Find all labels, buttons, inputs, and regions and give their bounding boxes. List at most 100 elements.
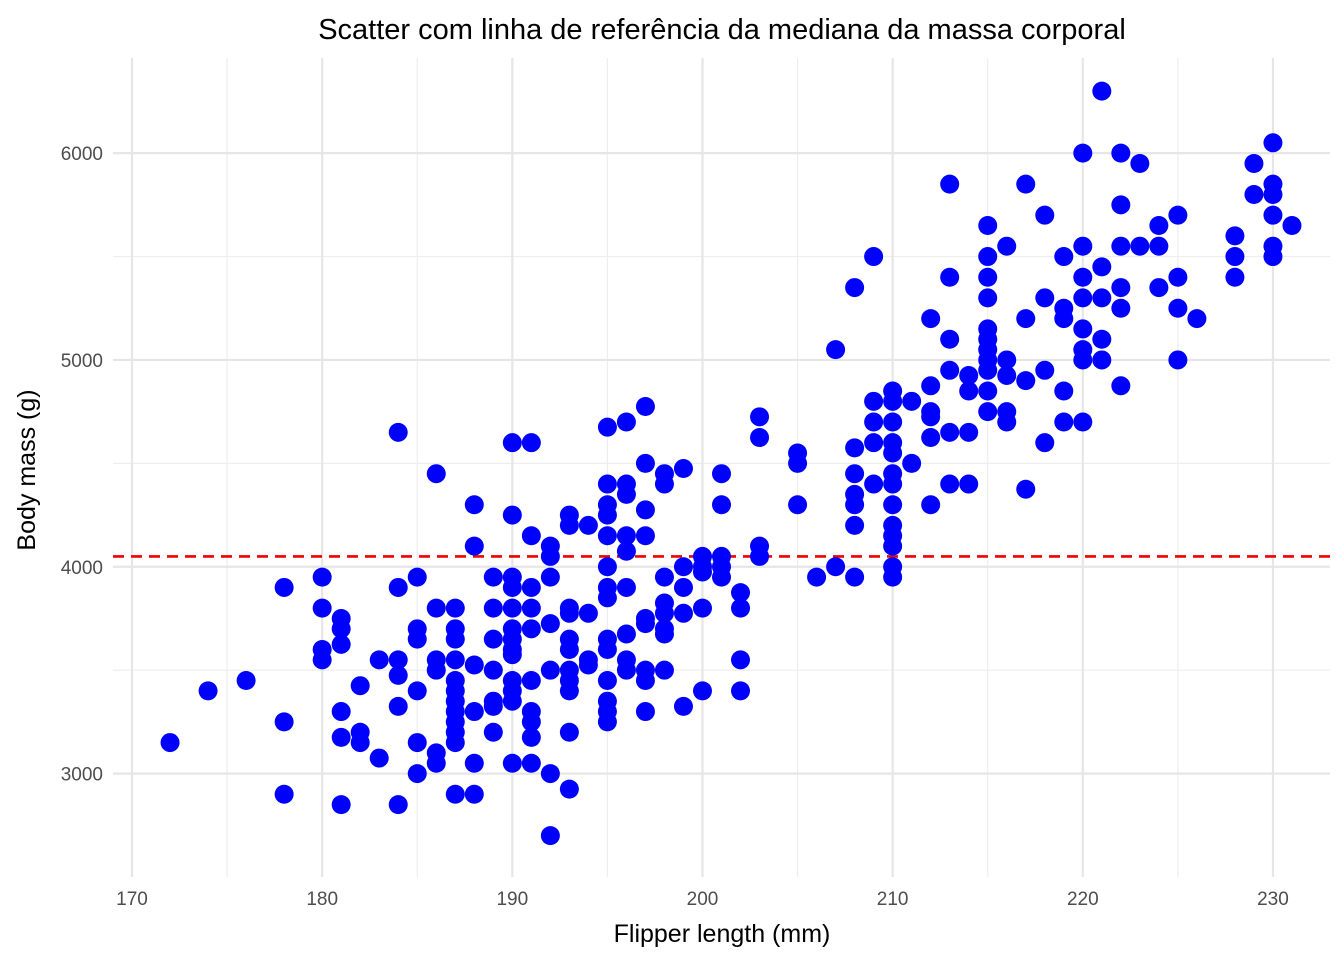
data-point xyxy=(750,546,770,566)
data-point xyxy=(883,412,903,432)
data-point xyxy=(483,567,503,587)
data-point xyxy=(521,671,541,691)
data-point xyxy=(445,784,465,804)
data-point xyxy=(673,696,693,716)
data-point xyxy=(978,247,998,267)
y-tick-label: 5000 xyxy=(61,351,103,372)
data-point xyxy=(1016,479,1036,499)
data-point xyxy=(864,391,884,411)
data-point xyxy=(1244,153,1264,173)
data-point xyxy=(407,733,427,753)
data-point xyxy=(331,702,351,722)
x-tick-label: 200 xyxy=(687,889,719,910)
data-point xyxy=(1263,185,1283,204)
data-point xyxy=(331,795,351,815)
data-point xyxy=(731,598,751,618)
data-point xyxy=(1168,267,1188,287)
data-point xyxy=(426,598,446,618)
data-point xyxy=(597,505,617,525)
data-point xyxy=(635,614,655,634)
data-point xyxy=(407,764,427,784)
data-point xyxy=(1187,309,1207,329)
data-point xyxy=(597,671,617,691)
data-point xyxy=(978,360,998,380)
data-point xyxy=(597,526,617,546)
data-point xyxy=(1054,412,1074,432)
x-axis-tick-labels: 170 180 190 200 210 220 230 xyxy=(116,889,1289,910)
data-point xyxy=(464,536,484,556)
data-point xyxy=(521,753,541,773)
data-point xyxy=(1130,153,1150,173)
data-point xyxy=(274,784,294,804)
data-point xyxy=(978,402,998,422)
data-point xyxy=(540,546,560,566)
y-tick-label: 4000 xyxy=(61,558,103,579)
data-point xyxy=(1035,433,1055,453)
data-point xyxy=(731,681,751,701)
data-point xyxy=(1073,350,1093,370)
data-point xyxy=(597,557,617,577)
data-point xyxy=(807,567,827,587)
data-point xyxy=(1092,350,1112,370)
data-point xyxy=(826,557,846,577)
data-point xyxy=(502,433,522,453)
data-point xyxy=(502,598,522,618)
data-point xyxy=(388,650,408,670)
data-point xyxy=(1168,298,1188,318)
data-point xyxy=(978,288,998,308)
data-point xyxy=(616,660,636,680)
data-point xyxy=(902,391,922,411)
data-point xyxy=(502,577,522,597)
data-point xyxy=(1149,236,1169,256)
data-point xyxy=(673,459,693,479)
data-point xyxy=(921,309,941,329)
x-tick-label: 170 xyxy=(116,889,148,910)
data-point xyxy=(445,598,465,618)
data-point xyxy=(1263,247,1283,267)
data-point xyxy=(845,438,865,458)
x-tick-label: 210 xyxy=(877,889,909,910)
data-point xyxy=(654,603,674,623)
data-point xyxy=(445,650,465,670)
data-point xyxy=(940,329,960,349)
data-point xyxy=(654,474,674,494)
data-point xyxy=(274,712,294,732)
data-point xyxy=(959,381,979,401)
data-point xyxy=(331,634,351,654)
data-point xyxy=(236,671,256,691)
y-axis-title: Body mass (g) xyxy=(13,389,41,550)
data-point xyxy=(1092,81,1112,101)
data-point xyxy=(1282,216,1302,236)
data-point xyxy=(883,474,903,494)
data-point xyxy=(673,557,693,577)
data-point xyxy=(1111,143,1131,163)
data-point xyxy=(1016,371,1036,391)
data-point xyxy=(388,665,408,685)
data-point xyxy=(1225,226,1245,246)
x-tick-label: 220 xyxy=(1067,889,1099,910)
data-point xyxy=(940,267,960,287)
data-point xyxy=(978,216,998,236)
data-point xyxy=(997,236,1017,256)
data-point xyxy=(635,526,655,546)
data-point xyxy=(692,562,712,582)
data-point xyxy=(654,624,674,644)
data-point xyxy=(1263,133,1283,153)
data-point xyxy=(1035,205,1055,225)
data-point xyxy=(198,681,218,701)
data-point xyxy=(312,650,332,670)
x-axis-title: Flipper length (mm) xyxy=(614,920,831,948)
data-point xyxy=(864,247,884,267)
data-point xyxy=(1111,298,1131,318)
data-point xyxy=(712,495,731,515)
data-point xyxy=(1092,329,1112,349)
data-point xyxy=(464,753,484,773)
data-point xyxy=(959,365,979,385)
data-point xyxy=(540,764,560,784)
data-point xyxy=(559,515,579,535)
data-point xyxy=(1244,185,1264,204)
data-points xyxy=(160,81,1302,846)
data-point xyxy=(1168,350,1188,370)
data-point xyxy=(1073,412,1093,432)
data-point xyxy=(426,660,446,680)
